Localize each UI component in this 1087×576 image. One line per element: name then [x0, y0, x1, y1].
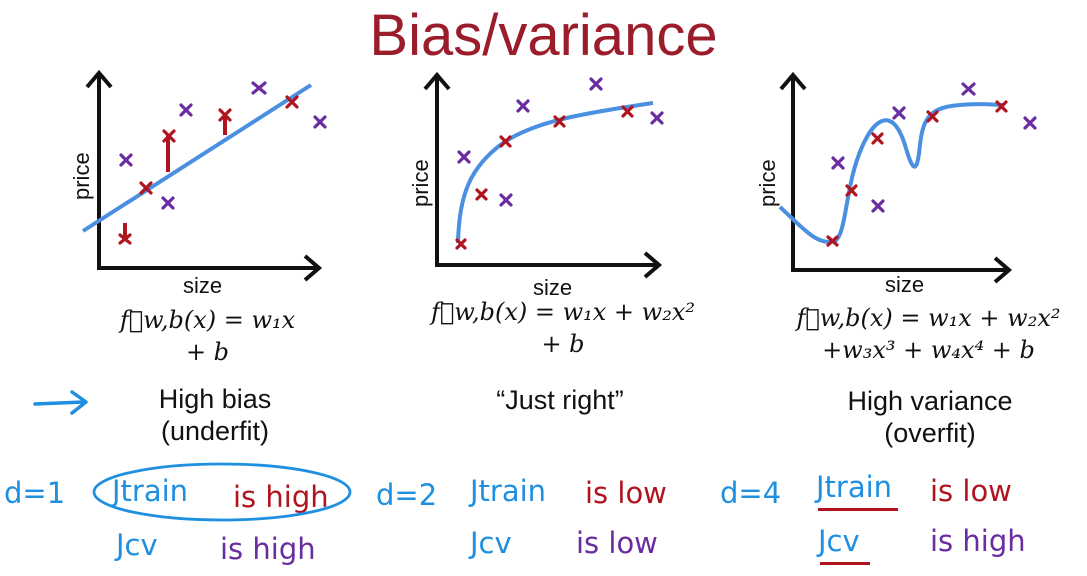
- training-point-red: [139, 181, 153, 195]
- training-point-red: [621, 105, 634, 118]
- caption-line: (overfit): [884, 418, 976, 448]
- formula-line: +w₃x³ + w₄x⁴ + b: [822, 336, 1035, 364]
- training-point-purple: [831, 156, 845, 170]
- formula-quartic: f⃗w,b(x) = w₁x + w₂x² +w₃x³ + w₄x⁴ + b: [770, 302, 1087, 366]
- training-point-purple: [313, 115, 327, 129]
- training-point-purple: [871, 199, 885, 213]
- j-cv-status: is high: [220, 532, 316, 566]
- underline-j-cv: [820, 562, 870, 565]
- training-point-red: [285, 95, 299, 109]
- formula-linear: f⃗w,b(x) = w₁x + b: [85, 304, 330, 368]
- formula-quadratic: f⃗w,b(x) = w₁x + w₂x² + b: [398, 296, 728, 360]
- j-cv-status: is high: [930, 524, 1026, 558]
- caption-line: (underfit): [160, 416, 270, 446]
- training-point-red: [926, 110, 939, 123]
- formula-line: f⃗w,b(x) = w₁x + w₂x²: [431, 298, 695, 326]
- training-point-purple: [251, 81, 267, 95]
- training-point-purple: [892, 106, 906, 120]
- training-point-purple: [516, 99, 530, 113]
- training-point-red: [871, 132, 884, 145]
- plot-just-right: size price: [408, 71, 664, 295]
- training-point-purple: [650, 111, 664, 125]
- y-axis-arrow-icon: [779, 71, 807, 91]
- j-train-label: Jtrain: [816, 470, 893, 504]
- training-point-red: [499, 135, 512, 148]
- x-axis-label: size: [533, 275, 572, 295]
- x-axis-arrow-icon: [993, 256, 1013, 284]
- training-point-red: [162, 129, 176, 143]
- highlight-ellipse: [92, 462, 352, 522]
- y-axis-label: price: [408, 159, 433, 207]
- training-point-purple: [961, 82, 976, 96]
- j-train-status: is low: [930, 474, 1012, 508]
- training-point-red: [845, 184, 858, 197]
- j-cv-label: Jcv: [818, 524, 860, 558]
- caption-line: High variance: [847, 386, 1013, 416]
- j-train-status: is low: [585, 476, 667, 510]
- training-point-purple: [457, 150, 471, 164]
- x-axis-arrow-icon: [303, 254, 323, 282]
- training-point-red: [118, 233, 132, 245]
- training-point-red: [995, 100, 1008, 113]
- plot-high-variance: size price: [755, 71, 1037, 295]
- fit-line: [81, 83, 313, 233]
- training-point-red: [218, 108, 232, 122]
- underline-j-train: [818, 508, 898, 511]
- training-point-red: [475, 188, 488, 201]
- training-point-purple: [119, 153, 133, 167]
- caption-high-bias: High bias (underfit): [110, 383, 320, 447]
- formula-line: f⃗w,b(x) = w₁x + w₂x²: [796, 304, 1061, 332]
- x-axis-label: size: [183, 273, 222, 295]
- degree-label: d=2: [376, 478, 438, 512]
- y-axis-arrow-icon: [423, 71, 451, 91]
- j-cv-label: Jcv: [116, 528, 158, 562]
- fit-curve: [778, 102, 1004, 244]
- formula-line: f⃗w,b(x) = w₁x: [119, 306, 296, 334]
- caption-line: High bias: [158, 384, 272, 414]
- pointer-arrow-icon: [33, 390, 88, 415]
- slide-title: Bias/variance: [369, 3, 718, 68]
- training-point-purple: [1023, 116, 1037, 130]
- j-train-label: Jtrain: [112, 474, 189, 508]
- formula-line: + b: [541, 330, 585, 358]
- training-point-red: [455, 238, 467, 250]
- training-point-red: [553, 115, 566, 128]
- y-axis-label: price: [755, 159, 780, 207]
- training-point-red: [826, 235, 839, 247]
- x-axis-arrow-icon: [643, 251, 663, 279]
- training-point-purple: [161, 196, 175, 210]
- plot-high-bias: size price: [69, 69, 327, 295]
- training-point-purple: [589, 77, 603, 91]
- y-axis-arrow-icon: [85, 69, 113, 89]
- formula-line: + b: [185, 338, 230, 366]
- training-point-purple: [499, 193, 513, 207]
- j-train-status: is high: [233, 480, 329, 514]
- caption-high-variance: High variance (overfit): [800, 385, 1060, 449]
- j-cv-status: is low: [576, 526, 658, 560]
- training-point-purple: [179, 103, 193, 117]
- caption-just-right: “Just right”: [440, 384, 680, 416]
- degree-label: d=4: [720, 476, 782, 510]
- j-train-label: Jtrain: [470, 474, 547, 508]
- x-axis-label: size: [885, 272, 924, 295]
- degree-label: d=1: [4, 476, 66, 510]
- y-axis-label: price: [69, 152, 94, 200]
- caption-line: “Just right”: [496, 385, 624, 415]
- j-cv-label: Jcv: [470, 526, 512, 560]
